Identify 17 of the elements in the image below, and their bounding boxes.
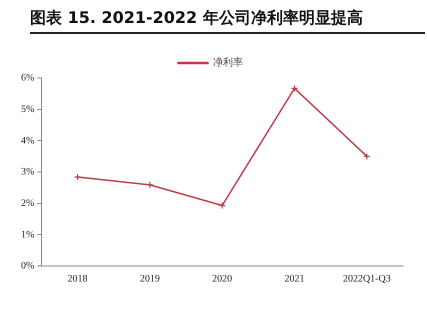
point	[146, 181, 154, 188]
point	[218, 202, 226, 210]
x-tick-label: 2018	[67, 274, 88, 285]
y-tick-label: 3%	[20, 166, 34, 178]
y-tick-label: 0%	[20, 260, 34, 272]
point	[290, 84, 298, 92]
legend-label: 净利率	[213, 56, 243, 69]
y-tick-label: 2%	[20, 198, 34, 209]
y-tick-label: 1%	[20, 229, 34, 240]
y-tick-label: 6%	[20, 72, 34, 84]
chart-title: 图表 15. 2021-2022 年公司净利率明显提高	[30, 8, 425, 34]
x-tick-label: 2021	[284, 274, 304, 285]
y-tick-label: 4%	[20, 135, 34, 146]
x-tick-label: 2020	[212, 274, 232, 285]
x-tick-label: 2019	[140, 274, 160, 285]
y-tick-label: 5%	[20, 104, 34, 115]
x-tick-label: 2022Q1-Q3	[342, 274, 391, 285]
